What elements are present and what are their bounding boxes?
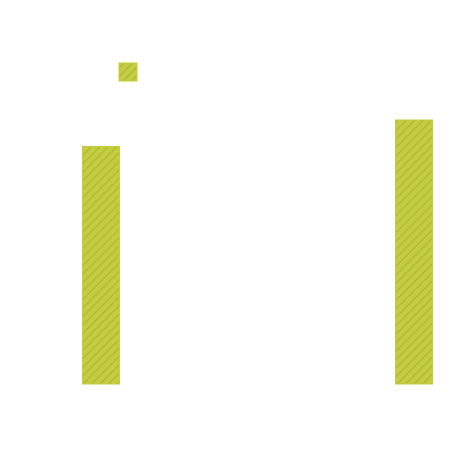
- bar-2: [395, 119, 433, 385]
- legend: [118, 62, 138, 82]
- bars-group: [82, 119, 433, 385]
- legend-swatch: [118, 62, 138, 82]
- bar-1: [82, 145, 120, 385]
